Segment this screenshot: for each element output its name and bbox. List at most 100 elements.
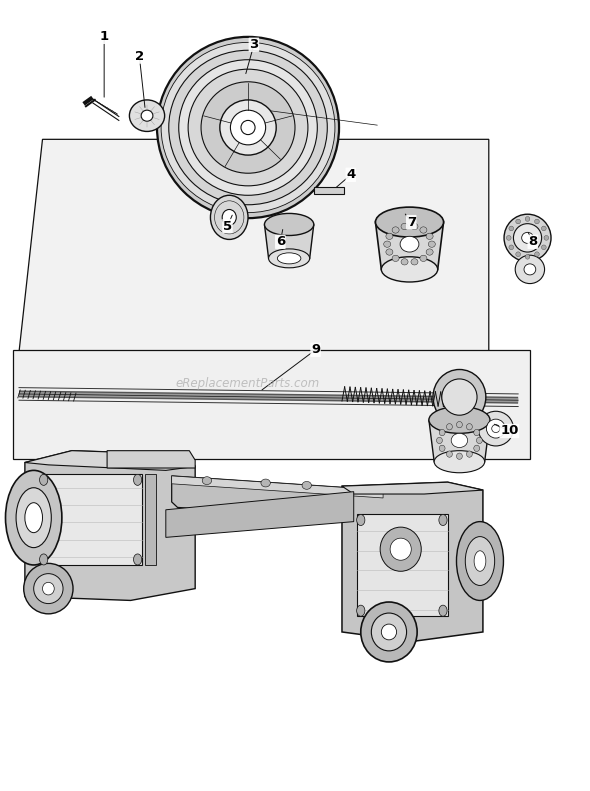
Ellipse shape bbox=[466, 536, 494, 585]
Ellipse shape bbox=[25, 503, 42, 532]
Ellipse shape bbox=[5, 471, 62, 565]
Ellipse shape bbox=[474, 430, 480, 436]
Ellipse shape bbox=[535, 252, 539, 256]
Ellipse shape bbox=[392, 255, 399, 262]
Bar bbox=[40, 475, 142, 565]
Ellipse shape bbox=[504, 214, 551, 262]
Ellipse shape bbox=[457, 521, 503, 600]
Ellipse shape bbox=[411, 223, 418, 229]
Text: 10: 10 bbox=[500, 425, 519, 437]
Ellipse shape bbox=[442, 379, 477, 415]
Ellipse shape bbox=[467, 424, 473, 430]
Ellipse shape bbox=[428, 241, 435, 248]
Text: 8: 8 bbox=[528, 235, 537, 248]
Ellipse shape bbox=[542, 226, 546, 231]
Ellipse shape bbox=[202, 477, 212, 485]
Ellipse shape bbox=[392, 227, 399, 233]
Polygon shape bbox=[172, 476, 389, 521]
Ellipse shape bbox=[420, 227, 427, 233]
Ellipse shape bbox=[141, 110, 153, 121]
Ellipse shape bbox=[381, 624, 396, 640]
Circle shape bbox=[133, 554, 142, 565]
Bar bbox=[357, 513, 448, 616]
Ellipse shape bbox=[524, 264, 536, 275]
Ellipse shape bbox=[437, 437, 442, 444]
Circle shape bbox=[357, 514, 365, 525]
Polygon shape bbox=[375, 222, 444, 270]
Ellipse shape bbox=[277, 253, 301, 264]
Ellipse shape bbox=[491, 425, 500, 433]
Ellipse shape bbox=[231, 110, 266, 145]
Ellipse shape bbox=[525, 217, 530, 221]
Ellipse shape bbox=[426, 233, 433, 240]
Ellipse shape bbox=[222, 210, 236, 225]
Polygon shape bbox=[172, 476, 383, 498]
Ellipse shape bbox=[525, 255, 530, 259]
Ellipse shape bbox=[188, 69, 308, 186]
Ellipse shape bbox=[24, 563, 73, 614]
Ellipse shape bbox=[401, 223, 408, 229]
Ellipse shape bbox=[201, 81, 295, 173]
Polygon shape bbox=[166, 492, 354, 537]
Ellipse shape bbox=[447, 451, 453, 457]
Ellipse shape bbox=[451, 433, 468, 448]
Text: 9: 9 bbox=[311, 343, 320, 356]
Ellipse shape bbox=[447, 424, 453, 430]
Ellipse shape bbox=[506, 236, 511, 240]
Circle shape bbox=[133, 475, 142, 486]
Ellipse shape bbox=[522, 233, 533, 244]
Ellipse shape bbox=[515, 255, 545, 283]
Ellipse shape bbox=[426, 249, 433, 255]
Polygon shape bbox=[25, 451, 195, 471]
Circle shape bbox=[40, 554, 48, 565]
Ellipse shape bbox=[401, 259, 408, 265]
Polygon shape bbox=[342, 483, 483, 494]
Ellipse shape bbox=[411, 259, 418, 265]
Polygon shape bbox=[13, 350, 530, 459]
Ellipse shape bbox=[516, 219, 520, 224]
Ellipse shape bbox=[400, 237, 419, 252]
Text: 5: 5 bbox=[223, 220, 232, 233]
Ellipse shape bbox=[264, 214, 314, 236]
Ellipse shape bbox=[360, 602, 417, 662]
Ellipse shape bbox=[486, 419, 505, 438]
Ellipse shape bbox=[513, 224, 542, 252]
Ellipse shape bbox=[161, 43, 335, 213]
Ellipse shape bbox=[390, 538, 411, 560]
Ellipse shape bbox=[420, 255, 427, 262]
Ellipse shape bbox=[381, 257, 438, 282]
Polygon shape bbox=[264, 225, 314, 259]
Ellipse shape bbox=[509, 226, 514, 231]
Ellipse shape bbox=[439, 430, 445, 436]
Ellipse shape bbox=[516, 252, 520, 256]
Text: eReplacementParts.com: eReplacementParts.com bbox=[176, 377, 320, 390]
Polygon shape bbox=[314, 187, 344, 194]
Ellipse shape bbox=[384, 241, 391, 248]
Ellipse shape bbox=[371, 613, 407, 651]
Ellipse shape bbox=[157, 37, 339, 218]
Bar bbox=[145, 475, 156, 565]
Ellipse shape bbox=[302, 482, 312, 490]
Ellipse shape bbox=[386, 233, 393, 240]
Ellipse shape bbox=[129, 100, 165, 131]
Ellipse shape bbox=[542, 245, 546, 250]
Ellipse shape bbox=[478, 411, 513, 446]
Ellipse shape bbox=[380, 527, 421, 571]
Ellipse shape bbox=[457, 453, 463, 460]
Text: 1: 1 bbox=[100, 30, 109, 44]
Ellipse shape bbox=[375, 207, 444, 237]
Polygon shape bbox=[342, 483, 483, 642]
Ellipse shape bbox=[434, 451, 484, 473]
Ellipse shape bbox=[477, 437, 482, 444]
Ellipse shape bbox=[268, 249, 310, 268]
Ellipse shape bbox=[42, 582, 54, 595]
Text: 4: 4 bbox=[346, 168, 355, 181]
Polygon shape bbox=[25, 451, 195, 600]
Ellipse shape bbox=[179, 59, 317, 195]
Ellipse shape bbox=[467, 451, 473, 457]
Ellipse shape bbox=[34, 573, 63, 604]
Ellipse shape bbox=[220, 100, 276, 155]
Ellipse shape bbox=[16, 488, 51, 547]
Polygon shape bbox=[107, 451, 195, 468]
Ellipse shape bbox=[386, 249, 393, 255]
